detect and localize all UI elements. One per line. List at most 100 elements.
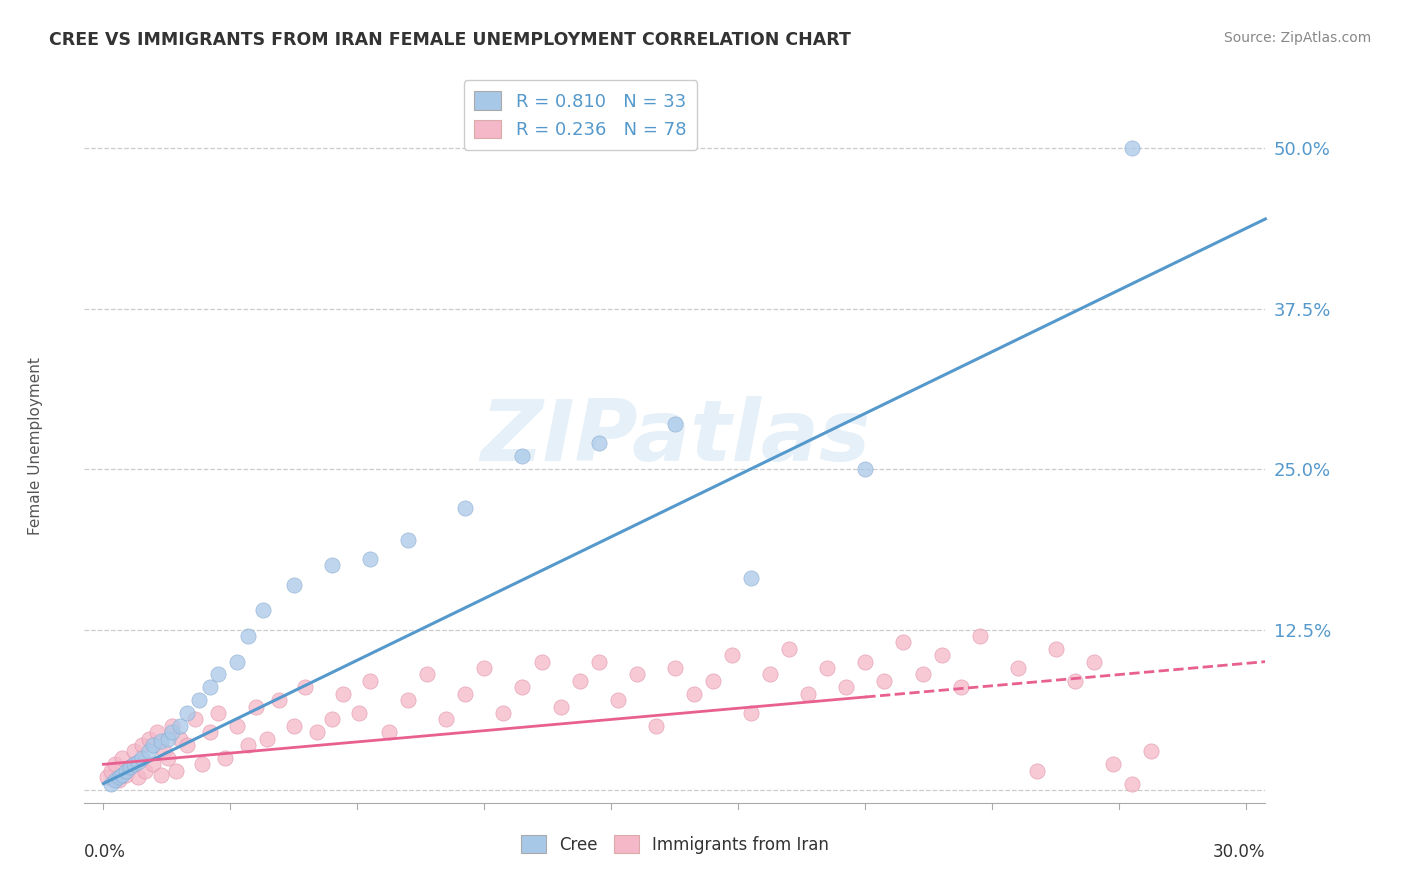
Point (115, 767, 138, 781)
Point (1007, 661, 1029, 675)
Point (512, 450, 534, 464)
Point (107, 770, 129, 784)
Point (378, 725, 401, 739)
Point (931, 648, 953, 663)
Point (321, 712, 343, 726)
Point (1064, 673, 1087, 688)
Point (214, 751, 236, 765)
Point (153, 744, 176, 758)
Point (835, 681, 858, 695)
Point (245, 699, 267, 714)
Point (588, 436, 610, 450)
Point (131, 738, 153, 752)
Point (238, 629, 260, 643)
Text: 30.0%: 30.0% (1213, 843, 1265, 861)
Point (492, 706, 515, 720)
Point (225, 655, 247, 669)
Point (416, 667, 439, 681)
Point (512, 681, 534, 695)
Text: Source: ZipAtlas.com: Source: ZipAtlas.com (1223, 31, 1371, 45)
Point (683, 687, 706, 701)
Point (100, 764, 122, 778)
Point (138, 744, 160, 758)
Point (198, 725, 221, 739)
Point (157, 731, 180, 746)
Point (853, 655, 876, 669)
Point (176, 706, 198, 720)
Point (256, 731, 278, 746)
Point (588, 655, 610, 669)
Legend: Cree, Immigrants from Iran: Cree, Immigrants from Iran (513, 829, 837, 860)
Point (104, 772, 127, 787)
Point (160, 725, 183, 739)
Point (454, 687, 477, 701)
Point (134, 764, 156, 778)
Point (740, 706, 762, 720)
Point (142, 738, 165, 752)
Point (434, 712, 457, 726)
Point (145, 725, 167, 739)
Point (238, 738, 260, 752)
Point (1045, 641, 1067, 656)
Point (550, 699, 572, 714)
Point (721, 648, 744, 663)
Point (96, 770, 118, 784)
Point (454, 500, 477, 515)
Point (1025, 764, 1047, 778)
Point (1083, 655, 1105, 669)
Point (853, 462, 876, 476)
Point (815, 661, 838, 675)
Point (131, 751, 153, 765)
Text: 0.0%: 0.0% (84, 843, 127, 861)
Point (626, 667, 648, 681)
Point (893, 635, 915, 649)
Point (568, 673, 591, 688)
Point (107, 772, 129, 787)
Point (359, 673, 381, 688)
Point (283, 719, 305, 733)
Point (122, 757, 145, 772)
Point (969, 629, 991, 643)
Point (207, 667, 229, 681)
Point (100, 776, 122, 790)
Point (911, 667, 934, 681)
Point (949, 681, 972, 695)
Point (157, 751, 180, 765)
Point (873, 673, 896, 688)
Point (120, 760, 142, 774)
Text: ZIPatlas: ZIPatlas (479, 395, 870, 479)
Point (115, 764, 138, 778)
Point (120, 760, 142, 774)
Point (664, 661, 686, 675)
Point (1121, 776, 1143, 790)
Point (644, 719, 666, 733)
Point (149, 767, 172, 781)
Point (187, 693, 209, 707)
Point (138, 731, 160, 746)
Text: CREE VS IMMIGRANTS FROM IRAN FEMALE UNEMPLOYMENT CORRELATION CHART: CREE VS IMMIGRANTS FROM IRAN FEMALE UNEM… (49, 31, 851, 49)
Point (149, 734, 172, 748)
Point (267, 693, 290, 707)
Text: Female Unemployment: Female Unemployment (28, 357, 42, 535)
Point (740, 571, 762, 585)
Point (104, 757, 127, 772)
Point (127, 770, 149, 784)
Point (165, 764, 187, 778)
Point (184, 712, 207, 726)
Point (111, 767, 134, 781)
Point (111, 751, 134, 765)
Point (305, 725, 328, 739)
Point (702, 673, 724, 688)
Point (530, 655, 553, 669)
Point (160, 719, 183, 733)
Point (122, 744, 145, 758)
Point (176, 738, 198, 752)
Point (1121, 141, 1143, 155)
Point (321, 558, 343, 573)
Point (797, 687, 820, 701)
Point (1102, 757, 1125, 772)
Point (191, 757, 214, 772)
Point (396, 533, 419, 547)
Point (169, 719, 191, 733)
Point (759, 667, 782, 681)
